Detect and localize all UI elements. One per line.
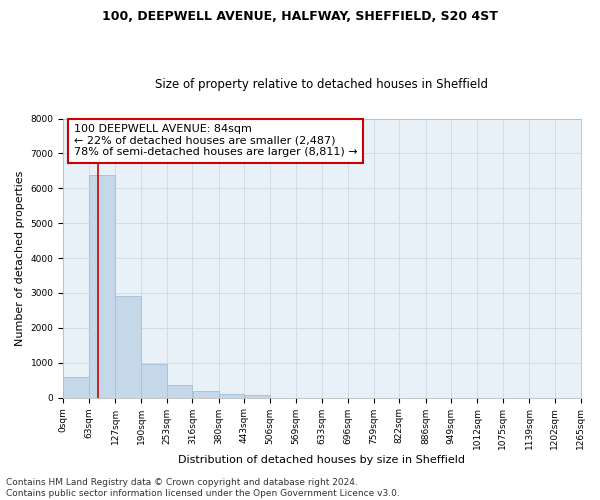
Y-axis label: Number of detached properties: Number of detached properties bbox=[15, 170, 25, 346]
Text: 100, DEEPWELL AVENUE, HALFWAY, SHEFFIELD, S20 4ST: 100, DEEPWELL AVENUE, HALFWAY, SHEFFIELD… bbox=[102, 10, 498, 23]
Bar bbox=[219, 394, 244, 398]
Bar bbox=[64, 378, 89, 398]
Bar bbox=[89, 175, 115, 398]
Bar bbox=[167, 385, 193, 398]
Bar bbox=[245, 395, 270, 398]
Title: Size of property relative to detached houses in Sheffield: Size of property relative to detached ho… bbox=[155, 78, 488, 91]
Text: 100 DEEPWELL AVENUE: 84sqm
← 22% of detached houses are smaller (2,487)
78% of s: 100 DEEPWELL AVENUE: 84sqm ← 22% of deta… bbox=[74, 124, 357, 158]
X-axis label: Distribution of detached houses by size in Sheffield: Distribution of detached houses by size … bbox=[178, 455, 466, 465]
Text: Contains HM Land Registry data © Crown copyright and database right 2024.
Contai: Contains HM Land Registry data © Crown c… bbox=[6, 478, 400, 498]
Bar bbox=[141, 364, 167, 398]
Bar bbox=[115, 296, 141, 398]
Bar bbox=[193, 392, 218, 398]
